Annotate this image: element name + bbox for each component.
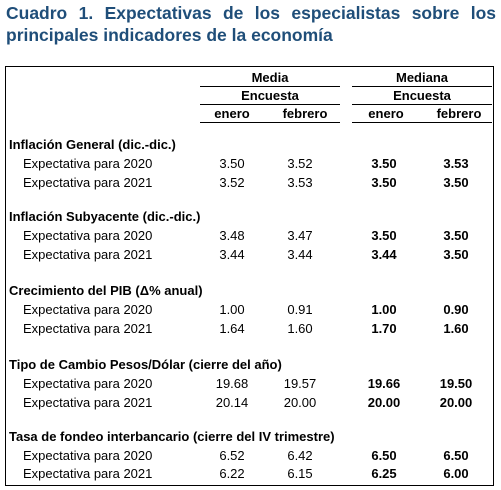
mediana-header: Mediana <box>395 70 448 85</box>
value-cell: 6.52 <box>219 448 245 463</box>
value-cell: 1.60 <box>443 321 469 336</box>
row-label: Expectativa para 2020 <box>23 302 153 317</box>
section-title-inflacion-subyacente: Inflación Subyacente (dic.-dic.) <box>9 209 201 224</box>
col-header-mediana-febrero: febrero <box>436 106 482 121</box>
value-cell: 20.14 <box>215 395 249 410</box>
value-cell: 1.70 <box>371 321 397 336</box>
value-cell: 3.47 <box>287 228 313 243</box>
mediana-encuesta-label: Encuesta <box>393 88 451 103</box>
value-cell: 1.00 <box>219 302 245 317</box>
value-cell: 0.90 <box>443 302 469 317</box>
value-cell: 3.52 <box>287 156 313 171</box>
row-label: Expectativa para 2021 <box>23 321 153 336</box>
value-cell: 20.00 <box>439 395 473 410</box>
value-cell: 3.44 <box>287 247 313 262</box>
value-cell: 20.00 <box>283 395 317 410</box>
mediana-encuesta-rule <box>352 104 492 105</box>
value-cell: 3.50 <box>443 175 469 190</box>
value-cell: 3.48 <box>219 228 245 243</box>
value-cell: 1.00 <box>371 302 397 317</box>
col-header-mediana-enero: enero <box>368 106 404 121</box>
media-rule <box>200 86 340 87</box>
page-title: Cuadro 1. Expectativas de los especialis… <box>6 3 496 45</box>
value-cell: 6.22 <box>219 466 245 481</box>
row-label: Expectativa para 2021 <box>23 466 153 481</box>
row-label: Expectativa para 2020 <box>23 448 153 463</box>
value-cell: 19.68 <box>215 376 249 391</box>
value-cell: 3.44 <box>371 247 397 262</box>
value-cell: 1.60 <box>287 321 313 336</box>
section-title-inflacion-general: Inflación General (dic.-dic.) <box>9 137 176 152</box>
value-cell: 20.00 <box>367 395 401 410</box>
col-header-media-enero: enero <box>214 106 250 121</box>
row-label: Expectativa para 2021 <box>23 247 153 262</box>
section-title-tasa-de-fondeo: Tasa de fondeo interbancario (cierre del… <box>9 429 335 444</box>
row-label: Expectativa para 2021 <box>23 395 153 410</box>
value-cell: 6.00 <box>443 466 469 481</box>
col-header-media-febrero: febrero <box>282 106 328 121</box>
value-cell: 1.64 <box>219 321 245 336</box>
mediana-rule <box>352 86 492 87</box>
value-cell: 3.50 <box>371 175 397 190</box>
media-encuesta-label: Encuesta <box>241 88 299 103</box>
row-label: Expectativa para 2020 <box>23 228 153 243</box>
value-cell: 6.50 <box>443 448 469 463</box>
media-encuesta-rule <box>200 104 340 105</box>
value-cell: 3.53 <box>287 175 313 190</box>
value-cell: 0.91 <box>287 302 313 317</box>
value-cell: 3.50 <box>443 228 469 243</box>
expectations-table: Media Mediana Encuesta Encuesta enero fe… <box>5 66 494 486</box>
value-cell: 3.44 <box>219 247 245 262</box>
media-header: Media <box>251 70 289 85</box>
value-cell: 19.50 <box>439 376 473 391</box>
value-cell: 3.52 <box>219 175 245 190</box>
value-cell: 3.50 <box>219 156 245 171</box>
value-cell: 3.50 <box>371 228 397 243</box>
value-cell: 6.15 <box>287 466 313 481</box>
value-cell: 3.53 <box>443 156 469 171</box>
value-cell: 3.50 <box>443 247 469 262</box>
value-cell: 19.66 <box>367 376 401 391</box>
section-title-tipo-de-cambio: Tipo de Cambio Pesos/Dólar (cierre del a… <box>9 357 282 372</box>
row-label: Expectativa para 2020 <box>23 376 153 391</box>
value-cell: 3.50 <box>371 156 397 171</box>
section-title-crecimiento-pib: Crecimiento del PIB (Δ% anual) <box>9 283 203 298</box>
mediana-cols-rule <box>352 122 492 123</box>
value-cell: 19.57 <box>283 376 317 391</box>
row-label: Expectativa para 2021 <box>23 175 153 190</box>
value-cell: 6.50 <box>371 448 397 463</box>
value-cell: 6.42 <box>287 448 313 463</box>
media-cols-rule <box>200 122 340 123</box>
value-cell: 6.25 <box>371 466 397 481</box>
row-label: Expectativa para 2020 <box>23 156 153 171</box>
